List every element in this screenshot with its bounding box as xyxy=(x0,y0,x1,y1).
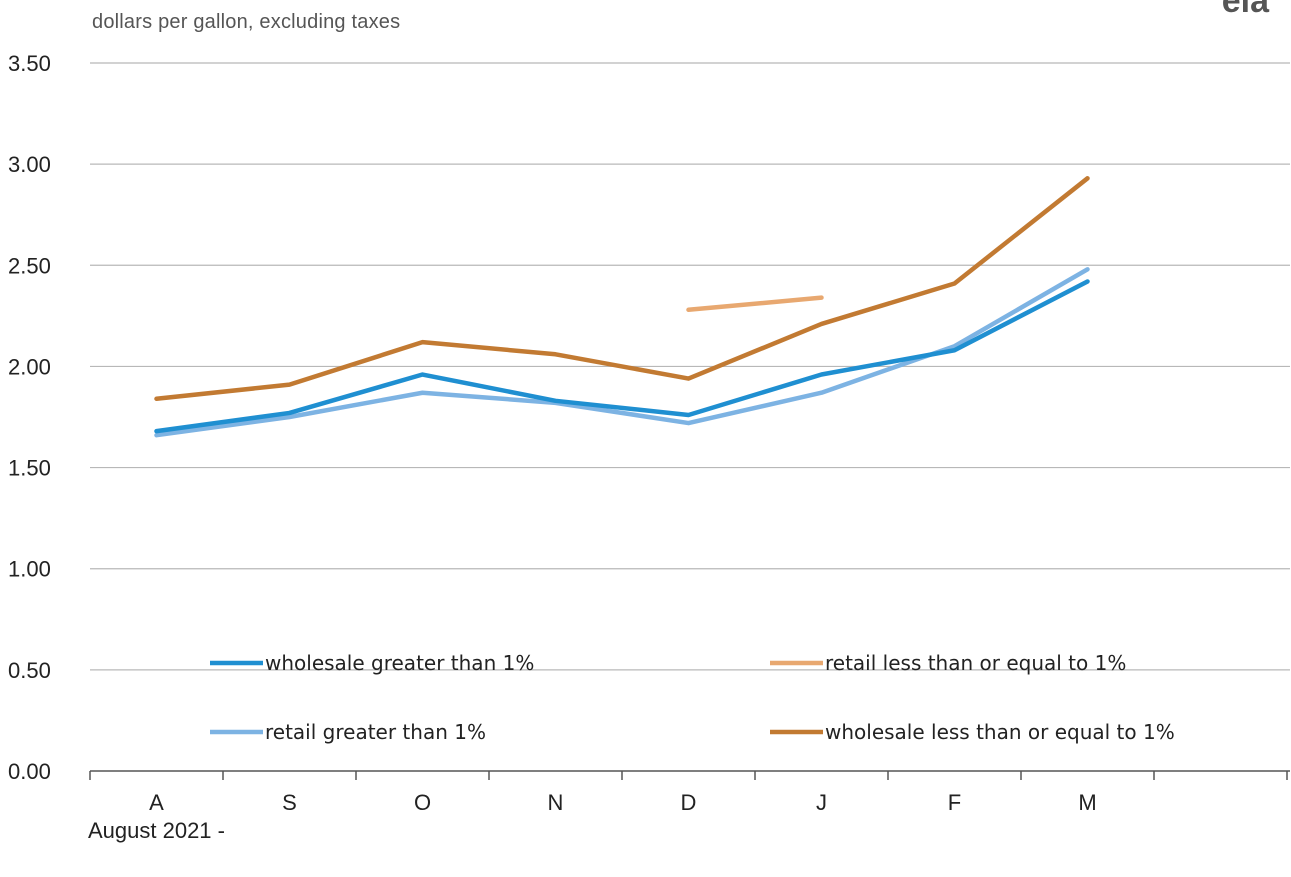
series-line xyxy=(154,176,1090,402)
y-tick-label: 2.50 xyxy=(8,253,51,278)
series-line xyxy=(686,295,824,313)
y-tick-label: 0.00 xyxy=(8,759,51,784)
y-tick-label: 3.00 xyxy=(8,152,51,177)
x-tick-label: S xyxy=(282,790,297,815)
eia-logo: eia xyxy=(1221,0,1269,20)
x-tick-label: N xyxy=(548,790,564,815)
x-tick-label: O xyxy=(414,790,431,815)
x-axis-caption: August 2021 - xyxy=(88,818,225,843)
y-tick-label: 2.00 xyxy=(8,354,51,379)
x-tick-label: M xyxy=(1078,790,1096,815)
y-axis-unit-label: dollars per gallon, excluding taxes xyxy=(92,11,401,33)
y-tick-label: 0.50 xyxy=(8,658,51,683)
legend-label: retail less than or equal to 1% xyxy=(825,651,1126,675)
x-tick-label: F xyxy=(948,790,961,815)
legend-label: wholesale greater than 1% xyxy=(265,651,534,675)
legend-label: retail greater than 1% xyxy=(265,720,486,744)
series-line xyxy=(154,279,1090,434)
x-tick-label: D xyxy=(681,790,697,815)
y-tick-label: 1.00 xyxy=(8,557,51,582)
x-tick-label: J xyxy=(816,790,827,815)
x-tick-label: A xyxy=(149,790,164,815)
legend-label: wholesale less than or equal to 1% xyxy=(825,720,1175,744)
y-tick-label: 3.50 xyxy=(8,51,51,76)
y-tick-label: 1.50 xyxy=(8,456,51,481)
